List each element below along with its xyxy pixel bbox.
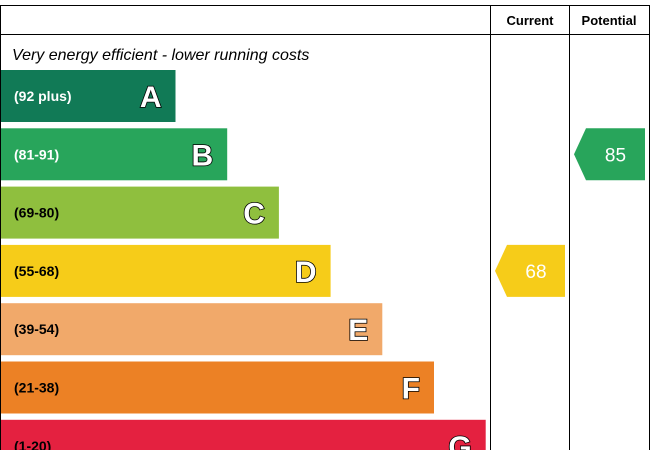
potential-column-header: Potential: [582, 13, 637, 28]
band-e: (39-54) E: [1, 303, 383, 356]
band-bar-b: [1, 128, 228, 181]
band-range-label: (92 plus): [14, 88, 72, 104]
band-letter-label: A: [140, 81, 162, 114]
band-range-label: (81-91): [14, 146, 59, 162]
band-g: (1-20) G: [1, 419, 486, 450]
current-rating-marker: 68: [495, 244, 565, 297]
band-range-label: (1-20): [14, 438, 51, 450]
band-bar-e: [1, 303, 383, 356]
band-letter-label: C: [243, 198, 265, 231]
band-bar-g: [1, 419, 486, 450]
band-b: (81-91) B: [1, 128, 228, 181]
rating-bands: (92 plus) A (81-91) B (69-80) C (55-68) D (39-54…: [1, 70, 486, 450]
band-range-label: (69-80): [14, 205, 59, 221]
band-letter-label: B: [192, 139, 214, 172]
band-letter-label: F: [402, 373, 420, 406]
rating-markers: 68 85: [495, 128, 645, 297]
band-bar-d: [1, 244, 331, 297]
band-letter-label: D: [295, 256, 317, 289]
band-d: (55-68) D: [1, 244, 331, 297]
current-rating-marker-value: 68: [525, 262, 546, 283]
potential-rating-marker: 85: [574, 128, 645, 181]
band-bar-c: [1, 186, 279, 239]
current-rating-marker-arrow: [495, 244, 565, 297]
band-range-label: (39-54): [14, 321, 59, 337]
band-range-label: (55-68): [14, 263, 59, 279]
band-bar-f: [1, 361, 434, 414]
current-column-header: Current: [507, 13, 555, 28]
band-letter-label: G: [448, 431, 471, 450]
band-letter-label: E: [348, 314, 368, 347]
band-bar-a: [1, 70, 176, 122]
efficiency-top-note: Very energy efficient - lower running co…: [12, 47, 309, 64]
potential-rating-marker-value: 85: [605, 145, 626, 166]
band-range-label: (21-38): [14, 380, 59, 396]
band-f: (21-38) F: [1, 361, 434, 414]
band-a: (92 plus) A: [1, 70, 176, 122]
band-c: (69-80) C: [1, 186, 279, 239]
potential-rating-marker-arrow: [574, 128, 645, 181]
